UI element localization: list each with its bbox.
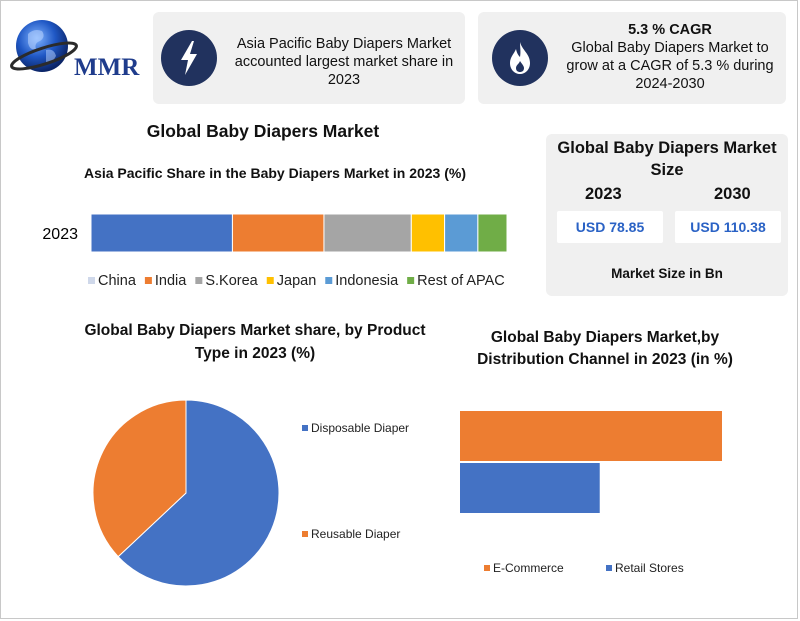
logo-text: MMR — [74, 54, 140, 81]
legend-swatch — [302, 531, 308, 537]
globe-icon — [10, 20, 78, 72]
legend-label: Japan — [277, 273, 317, 289]
legend-swatch — [325, 277, 333, 284]
legend-swatch — [266, 277, 274, 284]
badge — [161, 30, 217, 86]
stack-segment-s-korea — [323, 213, 412, 253]
stack-segments — [90, 213, 508, 253]
cagr-text: Global Baby Diapers Market to grow at a … — [566, 40, 774, 92]
apac-stacked-bar-chart: 2023 China India S.Korea Japan Indonesia Rest… — [42, 213, 508, 289]
year-2023: 2023 — [585, 185, 622, 203]
legend-swatch — [484, 565, 490, 571]
product-type-pie-chart: Disposable Diaper Reusable Diaper — [92, 399, 409, 587]
value-2030: USD 110.38 — [675, 211, 781, 243]
card-text: 5.3 % CAGR Global Baby Diapers Market to… — [560, 21, 780, 93]
pie-legend: Disposable Diaper Reusable Diaper — [302, 421, 409, 541]
market-size-unit: Market Size in Bn — [611, 266, 723, 281]
stack-segment-rest-of-apac — [477, 213, 508, 253]
card-text: Asia Pacific Baby Diapers Market account… — [234, 36, 454, 88]
main-title: Global Baby Diapers Market — [146, 121, 380, 141]
legend-label: Reusable Diaper — [311, 527, 400, 541]
legend-swatch — [606, 565, 612, 571]
market-size-card: Global Baby Diapers Market Size 2023 203… — [546, 134, 788, 296]
apac-chart-title: Asia Pacific Share in the Baby Diapers M… — [83, 165, 467, 181]
legend-label: India — [155, 273, 187, 289]
flame-icon — [510, 42, 530, 74]
pie-slice-disposable-diaper — [117, 399, 280, 587]
channel-legend: E-Commerce Retail Stores — [484, 561, 684, 575]
pie-slices — [92, 399, 280, 587]
legend-swatch — [195, 277, 203, 284]
cagr-title: 5.3 % CAGR — [628, 22, 712, 38]
lightning-icon — [181, 41, 197, 75]
legend-swatch — [407, 277, 415, 284]
pie-slice-reusable-diaper — [92, 399, 187, 558]
stack-segment-china — [90, 213, 233, 253]
bar-e-commerce — [460, 411, 722, 461]
distribution-channel-bar-chart: E-Commerce Retail Stores — [460, 411, 722, 575]
mmr-logo: MMR — [8, 14, 140, 84]
stack-segment-japan — [410, 213, 446, 253]
legend-swatch — [88, 277, 95, 284]
legend-label: Retail Stores — [615, 561, 684, 575]
legend-label: Disposable Diaper — [311, 421, 409, 435]
stack-legend: China India S.Korea Japan Indonesia Rest of A… — [88, 273, 505, 289]
legend-label: Indonesia — [335, 273, 399, 289]
badge — [492, 30, 548, 86]
legend-swatch — [302, 425, 308, 431]
channel-bars — [460, 411, 722, 513]
legend-label: China — [98, 273, 137, 289]
market-size-title: Global Baby Diapers Market Size — [557, 139, 777, 179]
stack-segment-india — [231, 213, 325, 253]
info-card-cagr: 5.3 % CAGR Global Baby Diapers Market to… — [478, 12, 786, 104]
legend-swatch — [144, 277, 152, 284]
bar-retail-stores — [460, 463, 600, 513]
stack-segment-indonesia — [444, 213, 479, 253]
category-label: 2023 — [42, 226, 78, 243]
value-2023: USD 78.85 — [557, 211, 663, 243]
legend-label: Rest of APAC — [417, 273, 505, 289]
legend-label: S.Korea — [205, 273, 258, 289]
info-card-asia-pacific: Asia Pacific Baby Diapers Market account… — [153, 12, 465, 104]
pie-chart-title: Global Baby Diapers Market share, by Pro… — [84, 322, 426, 362]
year-2030: 2030 — [714, 185, 751, 203]
channel-chart-title: Global Baby Diapers Market,by Distributi… — [477, 329, 733, 368]
legend-label: E-Commerce — [493, 561, 564, 575]
